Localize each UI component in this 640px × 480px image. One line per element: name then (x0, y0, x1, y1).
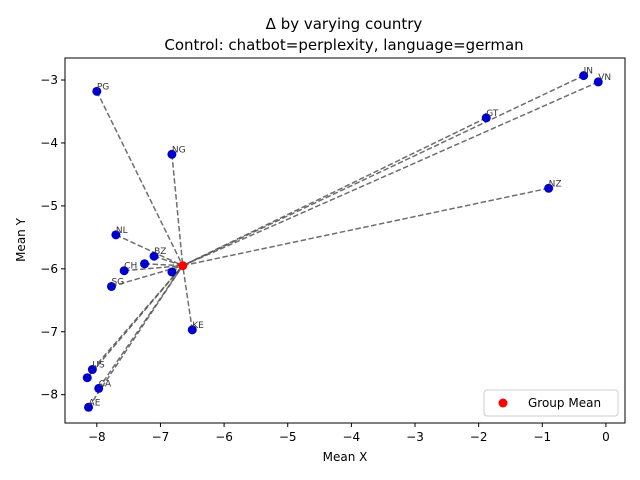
data-point (140, 259, 150, 269)
connector-lines (86, 74, 599, 408)
chart-title: Δ by varying country (266, 15, 423, 33)
connector-line (181, 265, 194, 330)
x-tick-label: −5 (279, 430, 297, 444)
connector-line (182, 187, 549, 267)
data-point (167, 149, 177, 159)
data-point (106, 281, 116, 291)
group-mean-marker (178, 261, 188, 271)
point-label: CA (99, 379, 112, 389)
x-tick-label: −6 (215, 430, 233, 444)
point-label: BZ (154, 247, 166, 257)
data-point (111, 230, 121, 240)
y-axis-ticks: −8 −7 −6 −5 −4 −3 (40, 73, 65, 402)
legend-label: Group Mean (528, 396, 601, 410)
data-point (82, 373, 92, 383)
connector-line (144, 263, 183, 267)
x-tick-label: −8 (88, 430, 106, 444)
x-tick-label: −2 (470, 430, 488, 444)
plot-frame (64, 57, 626, 424)
connector-line (111, 264, 183, 288)
data-point (84, 402, 94, 412)
data-point (593, 77, 603, 87)
legend-marker (498, 398, 508, 408)
data-point (149, 251, 159, 261)
data-point (92, 86, 102, 96)
chart-subtitle: Control: chatbot=perplexity, language=ge… (164, 36, 523, 54)
point-label: AE (89, 398, 101, 408)
point-label: VN (598, 73, 611, 83)
x-tick-label: −4 (343, 430, 361, 444)
group-mean-point (178, 261, 188, 271)
y-axis-label: Mean Y (14, 217, 28, 262)
connector-line (171, 154, 184, 266)
connector-line (182, 81, 599, 267)
y-tick-label: −6 (40, 262, 58, 276)
legend-box (483, 389, 619, 417)
y-tick-label: −3 (40, 73, 58, 87)
point-label: SG (111, 277, 124, 287)
legend: Group Mean (483, 389, 619, 417)
y-tick-label: −4 (40, 136, 58, 150)
point-label: PG (97, 82, 109, 92)
y-tick-label: −5 (40, 199, 58, 213)
data-point (87, 365, 97, 375)
x-tick-label: −3 (406, 430, 424, 444)
data-point (187, 325, 197, 335)
x-axis-label: Mean X (323, 450, 368, 464)
point-label: US (92, 361, 105, 371)
data-point (94, 383, 104, 393)
data-point (167, 267, 177, 277)
connector-line (87, 265, 184, 408)
y-tick-label: −7 (40, 325, 58, 339)
x-tick-label: 0 (602, 430, 610, 444)
connector-line (182, 117, 487, 267)
connector-line (91, 265, 184, 371)
point-label: GT (486, 109, 499, 119)
point-label: CH (124, 262, 137, 272)
data-point (544, 183, 554, 193)
connector-line (96, 91, 184, 267)
point-label: NL (116, 226, 128, 236)
connector-line (153, 255, 183, 267)
connector-line (124, 264, 183, 272)
x-axis-ticks: −8 −7 −6 −5 −4 −3 −2 −1 0 (88, 423, 610, 444)
point-label: NG (172, 145, 186, 155)
data-point (579, 71, 589, 81)
connector-line (86, 265, 184, 379)
y-tick-label: −8 (40, 388, 58, 402)
connector-line (115, 234, 184, 267)
point-label: IN (584, 67, 593, 77)
data-point (119, 266, 129, 276)
x-tick-label: −1 (533, 430, 551, 444)
point-label: NZ (549, 179, 562, 189)
connector-line (182, 74, 584, 267)
data-point (481, 113, 491, 123)
point-label: KE (192, 321, 204, 331)
x-tick-label: −7 (152, 430, 170, 444)
